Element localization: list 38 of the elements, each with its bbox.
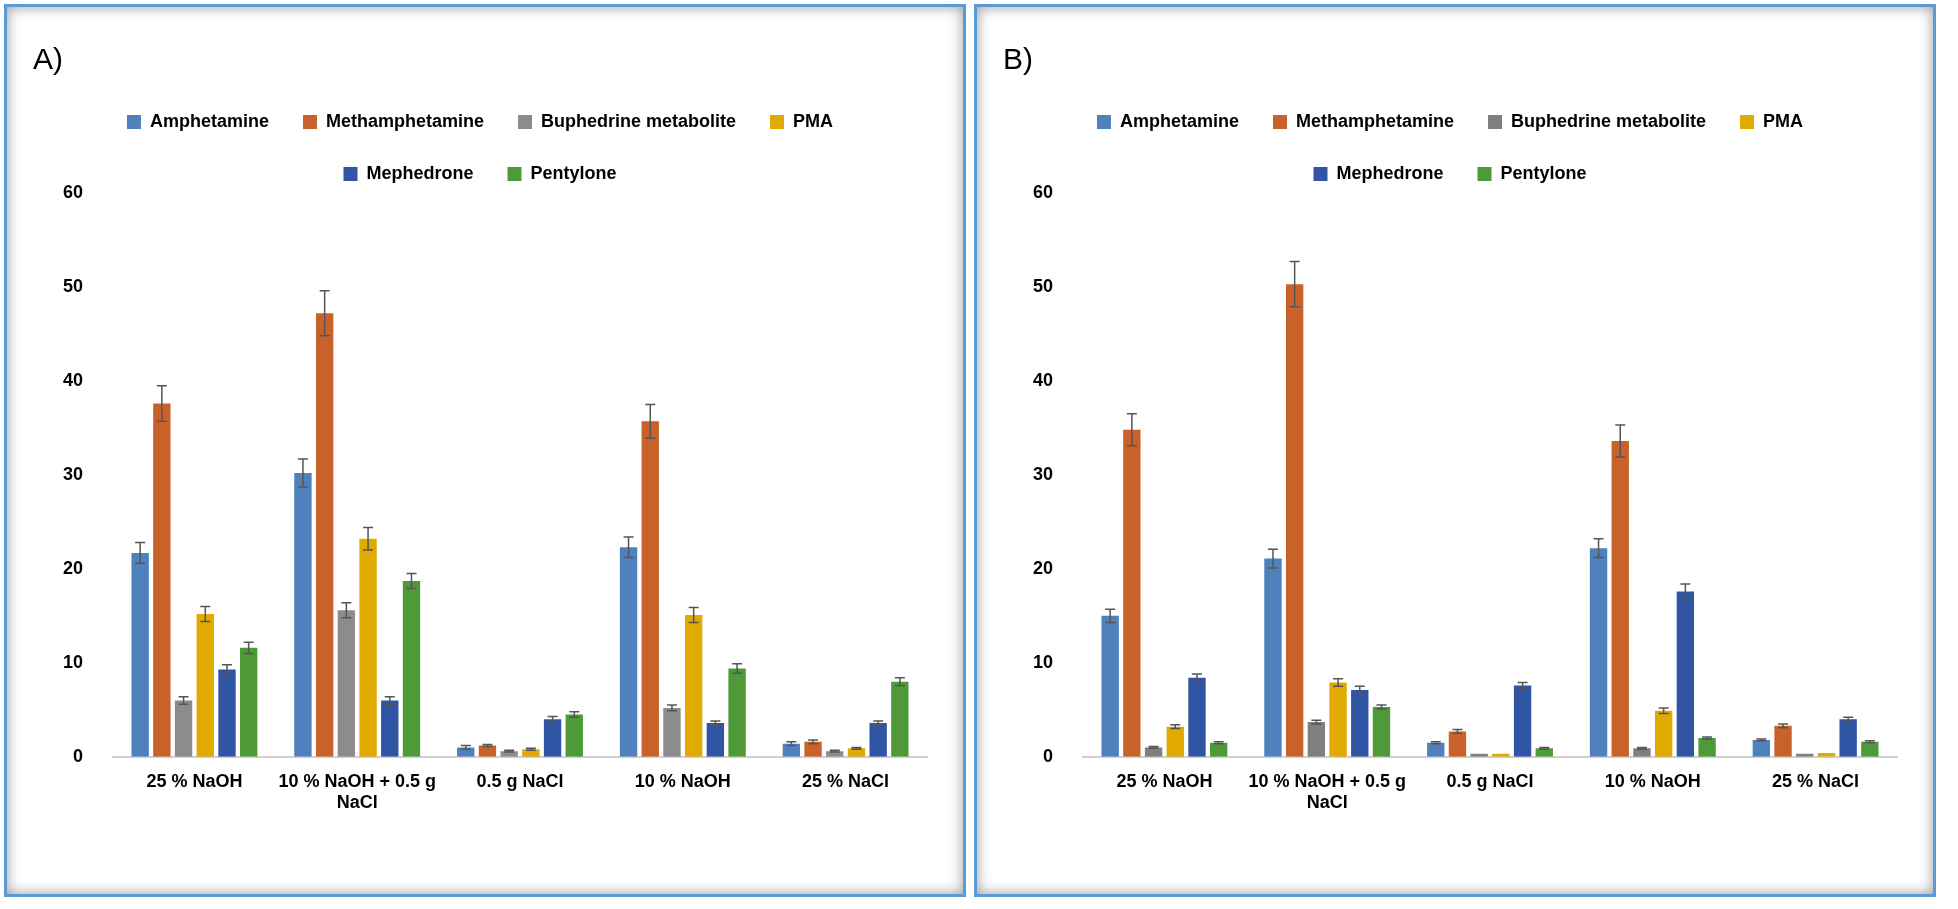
legend-label: PMA <box>1763 110 1804 131</box>
y-tick-label: 20 <box>62 557 84 578</box>
y-tick-label: 40 <box>1032 369 1054 390</box>
x-tick-label: 25 % NaOH <box>1116 770 1213 791</box>
y-tick-label: 10 <box>62 651 84 672</box>
legend-label: Methamphetamine <box>325 110 485 131</box>
y-tick-label: 0 <box>73 745 84 766</box>
x-tick-label: 25 % NaCl <box>802 770 890 791</box>
legend-label: PMA <box>793 110 834 131</box>
y-tick-label: 10 <box>1032 651 1054 672</box>
x-tick-label: 25 % NaOH <box>146 770 243 791</box>
y-tick-label: 50 <box>62 275 84 296</box>
x-tick-label: 10 % NaOH <box>1604 770 1701 791</box>
legend-label: Amphetamine <box>149 110 269 131</box>
y-tick-label: 30 <box>1032 463 1054 484</box>
y-tick-label: 60 <box>62 181 84 202</box>
y-tick-label: 60 <box>1032 181 1054 202</box>
chart-title: A) <box>33 42 63 76</box>
y-tick-label: 0 <box>1043 745 1054 766</box>
x-tick-label: 10 % NaOH + 0.5 g NaCl <box>1248 770 1406 813</box>
x-tick-label: 10 % NaOH <box>634 770 731 791</box>
y-tick-label: 30 <box>62 463 84 484</box>
legend-label: Buphedrine metabolite <box>1511 110 1707 131</box>
x-tick-label: 25 % NaCl <box>1772 770 1860 791</box>
x-tick-label: 0.5 g NaCl <box>476 770 564 791</box>
legend-label: Mephedrone <box>1336 162 1444 183</box>
legend-label: Mephedrone <box>366 162 474 183</box>
legend-label: Buphedrine metabolite <box>541 110 737 131</box>
legend-label: Methamphetamine <box>1295 110 1455 131</box>
y-tick-label: 40 <box>62 369 84 390</box>
legend-label: Amphetamine <box>1119 110 1239 131</box>
y-tick-label: 20 <box>1032 557 1054 578</box>
legend-label: Pentylone <box>1500 162 1587 183</box>
chart-title: B) <box>1003 42 1033 76</box>
y-tick-label: 50 <box>1032 275 1054 296</box>
x-tick-label: 0.5 g NaCl <box>1446 770 1534 791</box>
x-tick-label: 10 % NaOH + 0.5 g NaCl <box>278 770 436 813</box>
legend-label: Pentylone <box>530 162 617 183</box>
